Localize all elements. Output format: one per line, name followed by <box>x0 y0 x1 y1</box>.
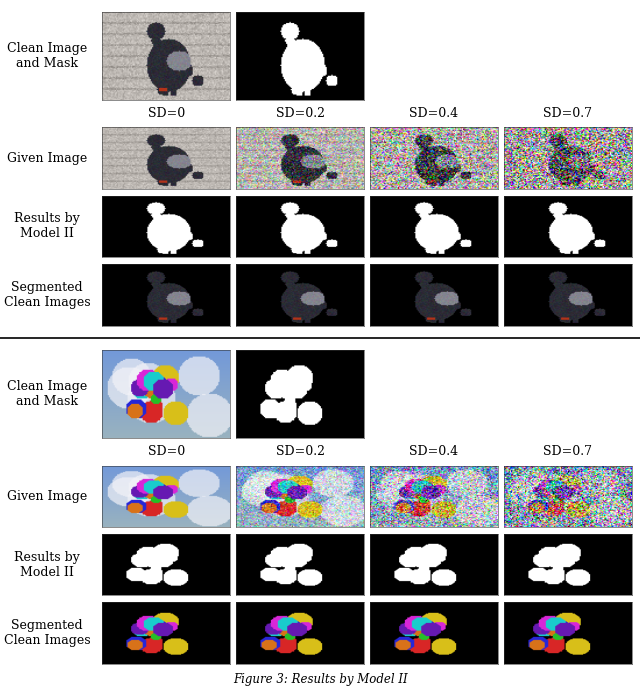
Text: Figure 3: Results by Model II: Figure 3: Results by Model II <box>233 673 407 686</box>
Text: Segmented
Clean Images: Segmented Clean Images <box>4 281 90 309</box>
Text: Given Image: Given Image <box>7 151 87 164</box>
Text: SD=0: SD=0 <box>148 107 185 120</box>
Text: Results by
Model II: Results by Model II <box>14 551 80 579</box>
Text: Results by
Model II: Results by Model II <box>14 212 80 240</box>
Text: Clean Image
and Mask: Clean Image and Mask <box>7 380 87 408</box>
Text: SD=0.4: SD=0.4 <box>410 107 459 120</box>
Text: SD=0.4: SD=0.4 <box>410 446 459 458</box>
Text: SD=0.7: SD=0.7 <box>543 446 593 458</box>
Text: Segmented
Clean Images: Segmented Clean Images <box>4 619 90 648</box>
Text: SD=0.2: SD=0.2 <box>276 446 324 458</box>
Text: SD=0.7: SD=0.7 <box>543 107 593 120</box>
Text: Given Image: Given Image <box>7 490 87 503</box>
Text: SD=0: SD=0 <box>148 446 185 458</box>
Text: Clean Image
and Mask: Clean Image and Mask <box>7 42 87 69</box>
Text: SD=0.2: SD=0.2 <box>276 107 324 120</box>
